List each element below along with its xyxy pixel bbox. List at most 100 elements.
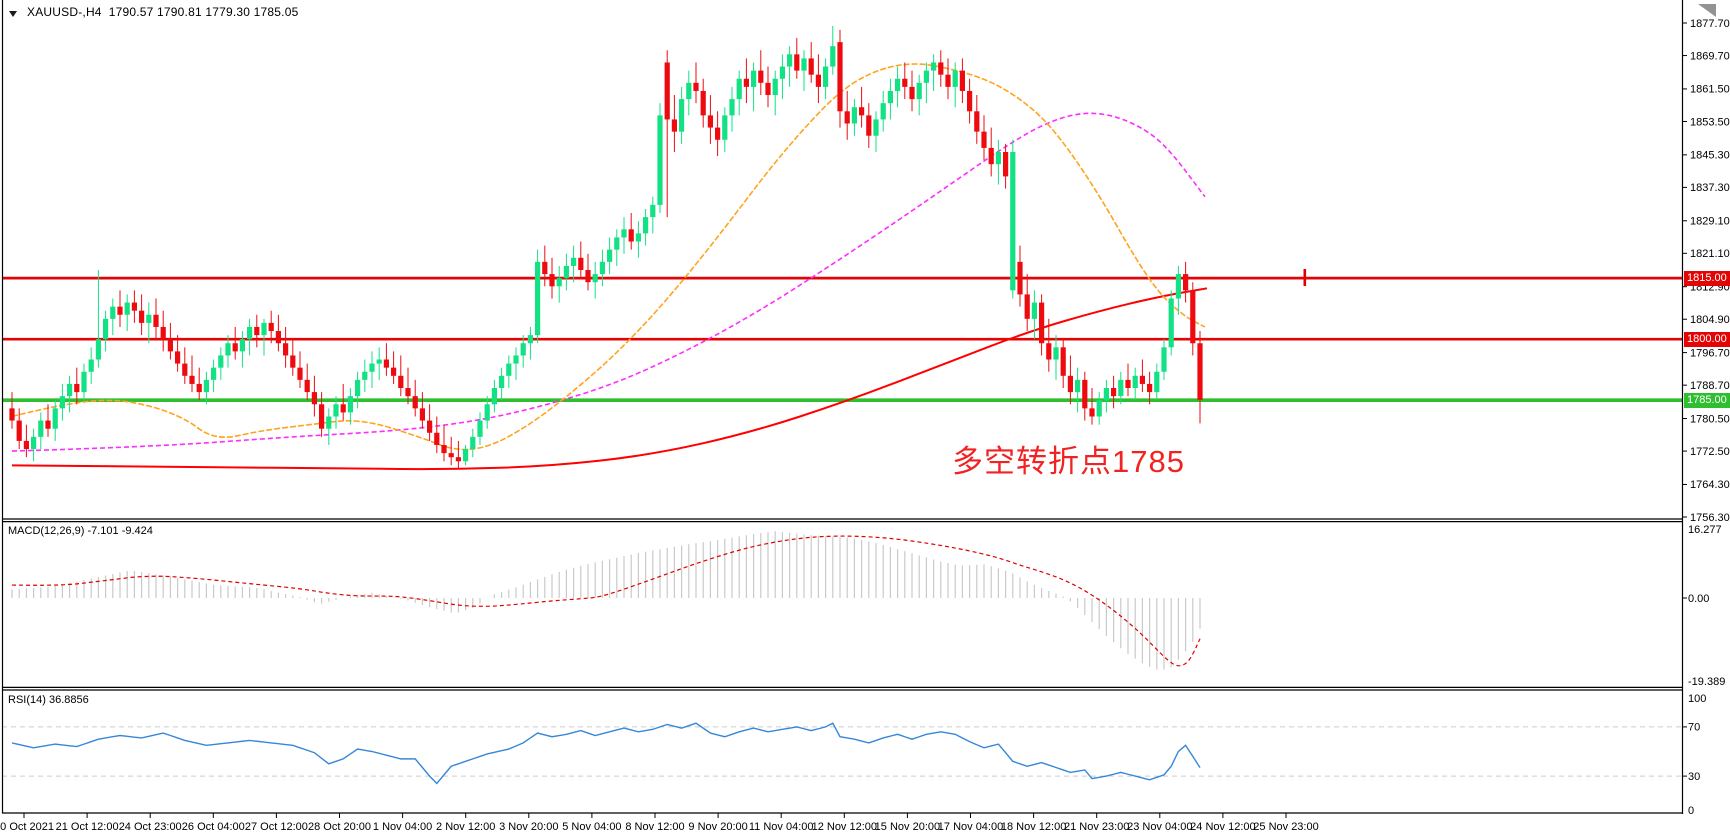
candle-body (470, 436, 476, 450)
candle-body (1003, 151, 1009, 177)
candle-body (1010, 151, 1016, 291)
price-level-badge-1815: 1815.00 (1684, 270, 1730, 286)
candle-body (909, 86, 915, 100)
candle-body (427, 420, 433, 433)
price-axis-label: 1780.50 (1690, 413, 1730, 425)
candle-body (794, 54, 800, 71)
time-axis-label: 25 Nov 23:00 (1253, 821, 1318, 833)
candle-body (772, 78, 778, 96)
candle-body (1111, 388, 1117, 397)
candle-body (398, 375, 404, 389)
price-axis-label: 1821.10 (1690, 248, 1730, 260)
candle-body (484, 404, 490, 421)
ma-slow-red-line (11, 287, 1208, 471)
candle-body (664, 62, 670, 120)
candle-body (931, 62, 937, 71)
candle-body (765, 82, 771, 96)
time-axis-label: 2 Nov 12:00 (436, 821, 495, 833)
candle-body (52, 408, 58, 429)
level-line-handle-tick[interactable] (1303, 269, 1307, 286)
candle-body (1082, 379, 1088, 409)
candle-body (45, 420, 51, 429)
candle-body (419, 408, 425, 421)
time-axis-label: 5 Nov 04:00 (562, 821, 621, 833)
time-axis[interactable]: 20 Oct 2021 21 Oct 12:00 24 Oct 23:00 26 Oc… (0, 813, 1319, 833)
chart-shift[interactable] (1698, 4, 1716, 17)
candle-body (873, 119, 879, 136)
panel-borders (1, 0, 1684, 814)
price-axis-label: 1756.30 (1690, 512, 1730, 524)
price-axis-label: 1764.30 (1690, 479, 1730, 491)
indicator-axes: 16.277 0.00 -19.389 100 70 30 0 (1682, 524, 1725, 817)
candle-body (614, 237, 620, 250)
candle-body (362, 371, 368, 380)
price-axis-label: 1837.30 (1690, 182, 1730, 194)
candle-body (1154, 371, 1160, 393)
candle-body (952, 70, 958, 87)
time-axis-label: 20 Oct 2021 (0, 821, 54, 833)
candle-body (319, 404, 325, 429)
candle-body (686, 82, 692, 100)
candle-body (779, 66, 785, 79)
text-annotation-turning-point[interactable]: 多空转折点1785 (952, 444, 1185, 479)
time-axis-label: 28 Oct 20:00 (308, 821, 371, 833)
candle-body (139, 310, 145, 323)
time-axis-label: 17 Nov 04:00 (938, 821, 1003, 833)
candlestick-series (9, 25, 1203, 470)
candle-body (995, 151, 1001, 165)
candle-body (628, 229, 634, 242)
price-axis[interactable]: 1877.70 1869.70 1861.50 1853.50 1845.30 1837.… (1682, 18, 1730, 524)
horizontal-level-lines[interactable] (2, 269, 1682, 403)
candle-body (88, 359, 94, 372)
price-axis-label: 1877.70 (1690, 18, 1730, 30)
time-axis-label: 21 Nov 23:00 (1064, 821, 1129, 833)
time-axis-label: 24 Nov 12:00 (1190, 821, 1255, 833)
candle-body (1031, 302, 1037, 319)
candle-body (981, 131, 987, 148)
candle-body (146, 314, 152, 323)
candle-body (1017, 261, 1023, 295)
price-axis-label: 1772.50 (1690, 446, 1730, 458)
ma-mid-magenta-line (11, 112, 1206, 452)
time-axis-label: 26 Oct 04:00 (182, 821, 245, 833)
time-axis-label: 27 Oct 12:00 (245, 821, 308, 833)
price-level-badge-1800: 1800.00 (1684, 331, 1730, 347)
rsi-level-lines (2, 726, 1682, 777)
candle-body (391, 367, 397, 376)
candle-body (38, 420, 44, 437)
candle-body (571, 257, 577, 266)
candle-body (1046, 343, 1052, 360)
candle-body (153, 314, 159, 327)
symbol-dropdown-icon[interactable] (9, 11, 17, 17)
candle-body (1039, 302, 1045, 344)
candle-body (1161, 347, 1167, 372)
candle-body (239, 339, 245, 352)
candle-body (247, 326, 253, 340)
ma-fast-orange-line (11, 63, 1206, 451)
candle-body (182, 363, 188, 376)
candle-body (189, 375, 195, 384)
macd-axis-label: 0.00 (1688, 593, 1709, 605)
candle-body (607, 249, 613, 262)
candle-body (261, 322, 267, 336)
candle-body (1197, 343, 1203, 401)
candle-body (959, 70, 965, 91)
candle-body (347, 396, 353, 413)
candle-body (585, 270, 591, 283)
candle-body (232, 343, 238, 352)
macd-axis-label: 16.277 (1688, 524, 1722, 536)
candle-body (175, 351, 181, 364)
ma-slow-red-line (11, 287, 1208, 471)
candle-body (225, 343, 231, 356)
candle-body (1125, 379, 1131, 389)
rsi-series (11, 722, 1201, 785)
time-axis-label: 11 Nov 04:00 (749, 821, 814, 833)
candle-body (499, 375, 505, 389)
chart-shift-marker-icon[interactable] (1698, 4, 1716, 17)
candle-body (340, 404, 346, 413)
macd-axis-label: -19.389 (1688, 676, 1725, 688)
candle-body (59, 396, 65, 409)
candle-body (268, 322, 274, 332)
